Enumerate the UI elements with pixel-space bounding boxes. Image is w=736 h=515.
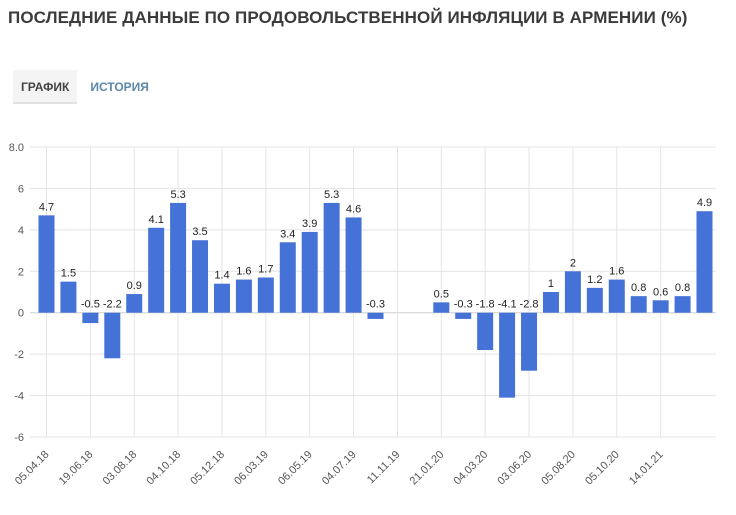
bar (608, 279, 625, 313)
x-tick-label: 06.05.19 (276, 449, 315, 488)
bar-value-label: -2.2 (103, 299, 122, 311)
tab-history[interactable]: ИСТОРИЯ (90, 80, 149, 94)
y-tick-label: 4 (18, 225, 24, 237)
x-tick-label: 05.12.18 (188, 449, 227, 488)
x-tick-label: 04.10.18 (144, 449, 183, 488)
y-tick-label: 2 (18, 266, 24, 278)
bar-value-label: 1.4 (214, 270, 229, 282)
bar-value-label: -0.5 (81, 299, 100, 311)
bar-value-label: 5.3 (324, 189, 339, 201)
bar (126, 294, 143, 313)
bar (257, 277, 274, 313)
tab-chart[interactable]: ГРАФИК (13, 70, 78, 104)
bar-value-label: 1 (548, 278, 554, 290)
bar (455, 312, 472, 319)
tab-bar: ГРАФИК ИСТОРИЯ (13, 70, 157, 104)
bar-value-label: 0.5 (434, 288, 449, 300)
x-tick-label: 04.07.19 (320, 449, 359, 488)
bar (499, 312, 516, 398)
bar (521, 312, 538, 371)
bar-value-label: 3.5 (192, 226, 207, 238)
bar (696, 211, 713, 313)
bar-value-label: 1.6 (609, 266, 624, 278)
page-title: ПОСЛЕДНИЕ ДАННЫЕ ПО ПРОДОВОЛЬСТВЕННОЙ ИН… (8, 8, 688, 27)
x-tick-label: 05.10.20 (583, 449, 622, 488)
bar (301, 231, 318, 313)
bar-value-label: 0.8 (675, 282, 690, 294)
y-tick-label: 6 (18, 183, 24, 195)
y-tick-label: -2 (14, 349, 24, 361)
bar (104, 312, 121, 359)
x-tick-label: 19.06.18 (57, 449, 96, 488)
x-tick-label: 05.04.18 (13, 449, 52, 488)
y-tick-label: -6 (14, 432, 24, 444)
bar-value-label: -1.8 (476, 299, 495, 311)
bar (542, 292, 559, 313)
bar-value-label: -4.1 (498, 299, 517, 311)
bar-value-label: 4.9 (697, 197, 712, 209)
bar-value-label: 3.9 (302, 218, 317, 230)
x-tick-label: 14.01.21 (627, 449, 666, 488)
bar-value-label: 1.6 (236, 266, 251, 278)
y-tick-label: 0 (18, 308, 24, 320)
bar-value-label: 4.1 (149, 214, 164, 226)
bar-value-label: 3.4 (280, 228, 295, 240)
bar-value-label: 2 (570, 257, 576, 269)
bar (82, 312, 99, 324)
bar (279, 242, 296, 313)
x-tick-label: 06.03.19 (232, 449, 271, 488)
bar (148, 227, 165, 313)
bar (674, 296, 691, 313)
bar (235, 279, 252, 313)
bar-value-label: 0.9 (127, 280, 142, 292)
bar (564, 271, 581, 313)
bar-value-label: 1.7 (258, 264, 273, 276)
bar (345, 217, 362, 313)
bar-value-label: 1.2 (587, 274, 602, 286)
bar-value-label: -2.8 (520, 299, 539, 311)
bar (477, 312, 494, 350)
bar (213, 283, 230, 313)
bar-value-label: 4.7 (39, 201, 54, 213)
bar-value-label: 0.8 (631, 282, 646, 294)
y-tick-label: -4 (14, 391, 24, 403)
bar (170, 202, 187, 313)
bar (433, 302, 450, 313)
x-tick-label: 21.01.20 (408, 449, 447, 488)
x-tick-label: 03.08.18 (101, 449, 140, 488)
bar (38, 215, 55, 313)
bar (586, 287, 603, 313)
bar (60, 281, 77, 313)
bar-value-label: 0.6 (653, 286, 668, 298)
bar (323, 202, 340, 313)
bar-value-label: 1.5 (61, 268, 76, 280)
bar (367, 312, 384, 319)
bar (192, 240, 209, 313)
bar-value-label: -0.3 (366, 299, 385, 311)
x-tick-label: 03.06.20 (495, 449, 534, 488)
bar-value-label: 4.6 (346, 203, 361, 215)
bar (630, 296, 647, 313)
x-tick-label: 04.03.20 (452, 449, 491, 488)
bar (652, 300, 669, 313)
x-tick-label: 11.11.19 (365, 449, 403, 487)
bar-value-label: -0.3 (454, 299, 473, 311)
bar-value-label: 5.3 (170, 189, 185, 201)
y-tick-label: 8.0 (9, 142, 24, 154)
x-tick-label: 05.08.20 (539, 449, 578, 488)
